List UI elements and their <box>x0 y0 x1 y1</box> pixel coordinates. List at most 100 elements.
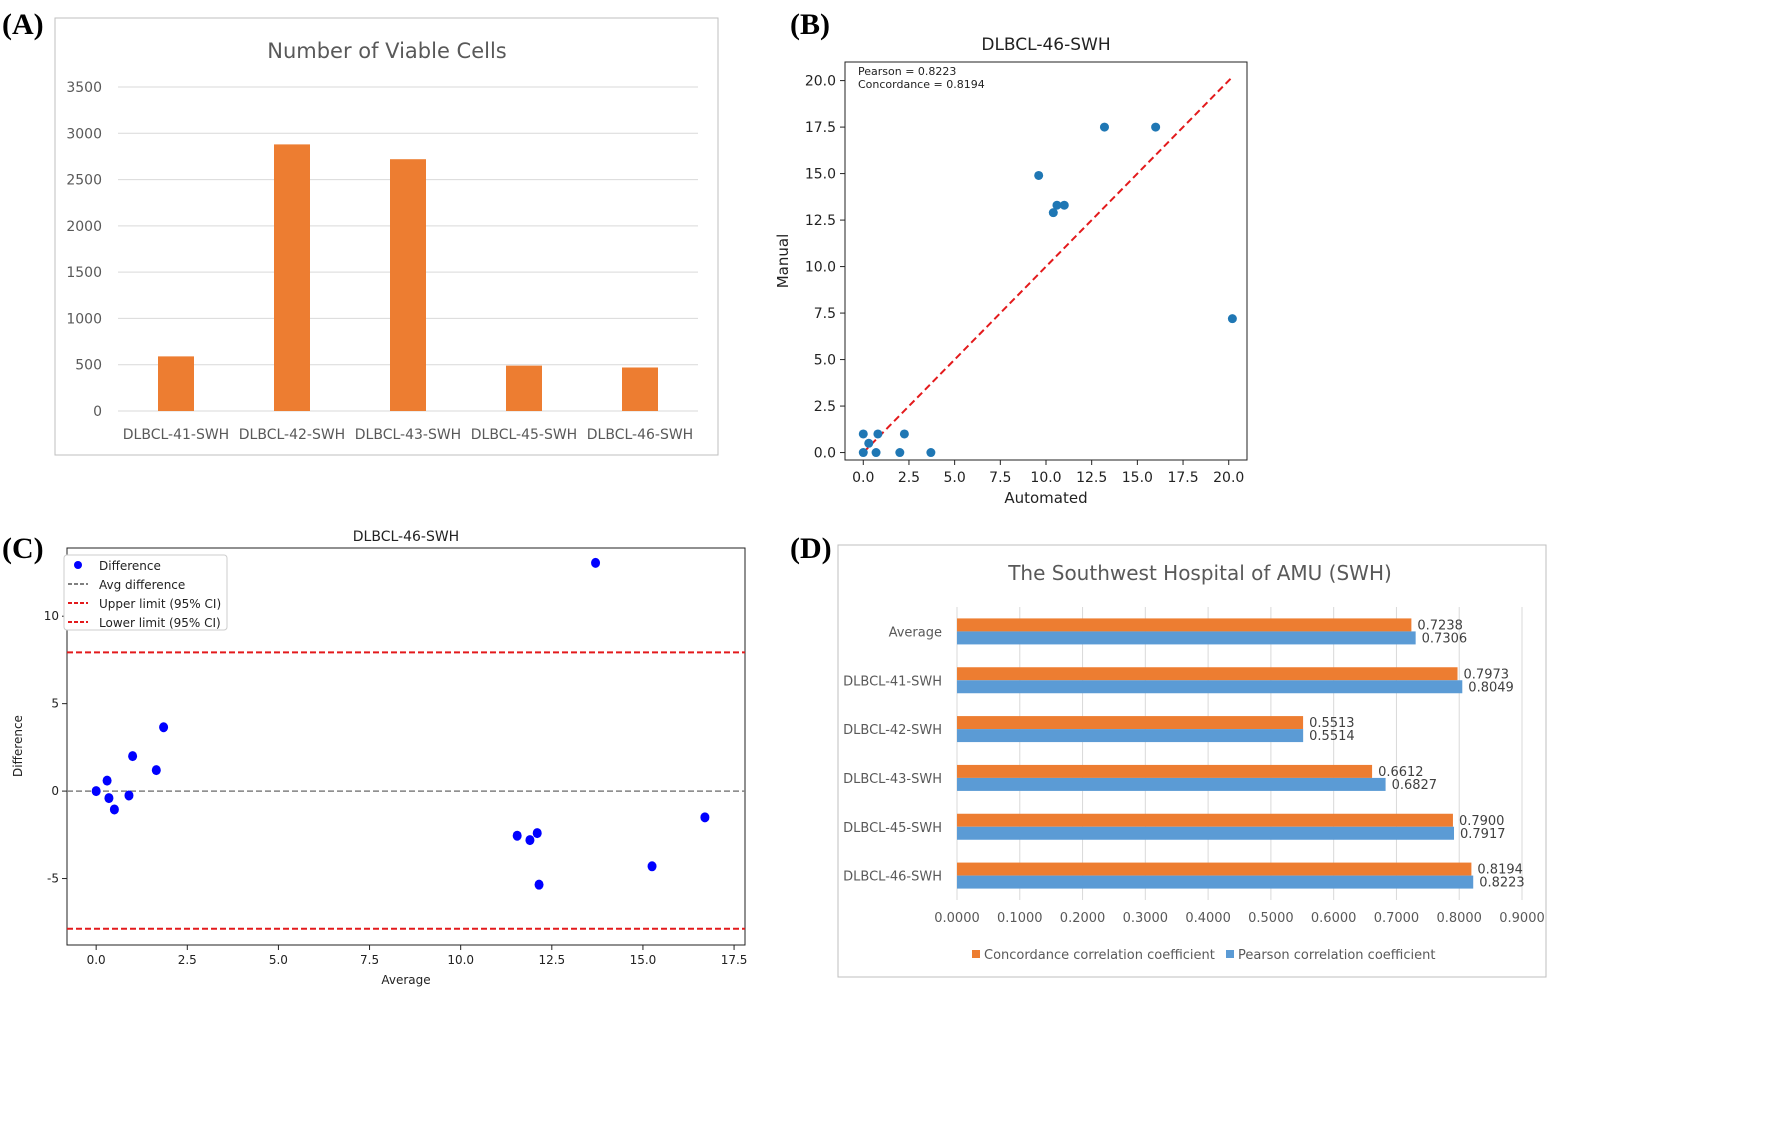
data-point <box>926 448 936 458</box>
data-label: 0.5513 <box>1309 716 1355 731</box>
data-point <box>1227 314 1237 324</box>
data-point <box>512 830 522 841</box>
x-tick-label: 12.5 <box>538 953 565 967</box>
legend: Difference Avg difference Upper limit (95%… <box>63 554 228 631</box>
bar <box>158 356 194 411</box>
y-tick-label: 20.0 <box>805 74 836 90</box>
y-tick-label: 10.0 <box>805 260 836 276</box>
x-tick-label: 12.5 <box>1076 470 1107 486</box>
data-label: 0.7900 <box>1459 814 1505 829</box>
panel-label-b: (B) <box>790 8 830 41</box>
stat-annotation: Pearson = 0.8223 <box>858 65 956 78</box>
bar <box>957 875 1474 889</box>
y-tick-label: 3000 <box>66 126 102 142</box>
y-tick-label: 15.0 <box>805 167 836 183</box>
data-label: 0.7238 <box>1417 618 1463 633</box>
data-point <box>1059 200 1069 210</box>
legend-marker <box>74 561 82 569</box>
chart-title: Number of Viable Cells <box>267 39 507 63</box>
bar <box>957 862 1472 876</box>
data-point <box>534 879 544 890</box>
x-tick-label: 0.1000 <box>997 911 1043 926</box>
chart-frame <box>54 17 719 456</box>
bar <box>957 729 1304 743</box>
data-point <box>1034 170 1044 180</box>
legend-label: Upper limit (95% CI) <box>99 597 221 611</box>
y-tick-label: 5 <box>51 697 59 711</box>
data-point <box>591 557 601 568</box>
bar <box>957 813 1453 827</box>
legend-label: Difference <box>99 559 161 573</box>
data-label: 0.7973 <box>1464 667 1510 682</box>
y-tick-label: DLBCL-42-SWH <box>843 723 942 738</box>
data-point <box>1151 122 1161 132</box>
data-point <box>873 429 883 439</box>
plot-area <box>844 61 1248 461</box>
bar <box>957 618 1412 632</box>
data-label: 0.8049 <box>1468 680 1514 695</box>
x-tick-label: 0.6000 <box>1311 911 1357 926</box>
data-label: 0.8194 <box>1477 863 1523 878</box>
legend-label: Pearson correlation coefficient <box>1238 948 1435 963</box>
data-label: 0.5514 <box>1309 729 1355 744</box>
panel-a: Number of Viable Cells 0 500 1000 1500 2000 25… <box>54 17 719 456</box>
x-tick-label: 15.0 <box>630 953 657 967</box>
y-tick-label: 500 <box>75 358 102 374</box>
data-label: 0.7917 <box>1460 827 1506 842</box>
x-tick-label: 2.5 <box>898 470 920 486</box>
data-point <box>91 786 101 797</box>
x-tick-label: DLBCL-43-SWH <box>355 427 461 443</box>
panel-label-a: (A) <box>2 8 44 41</box>
legend-label: Avg difference <box>99 578 185 592</box>
y-tick-label: 2500 <box>66 173 102 189</box>
data-point <box>525 835 535 846</box>
x-tick-label: 5.0 <box>944 470 966 486</box>
data-point <box>647 861 657 872</box>
data-point <box>124 790 134 801</box>
x-tick-label: 2.5 <box>178 953 197 967</box>
data-point <box>895 448 905 458</box>
bar <box>622 367 658 411</box>
x-tick-label: 0.5000 <box>1248 911 1294 926</box>
x-axis-label: Automated <box>1004 489 1087 507</box>
bar <box>957 764 1373 778</box>
x-tick-label: 0.0 <box>852 470 874 486</box>
x-tick-label: 17.5 <box>1167 470 1198 486</box>
data-point <box>1099 122 1109 132</box>
bar <box>957 631 1416 645</box>
data-point <box>532 828 542 839</box>
panel-label-c: (C) <box>2 532 44 565</box>
y-tick-label: Average <box>889 625 942 640</box>
data-point <box>700 812 710 823</box>
y-tick-label: DLBCL-43-SWH <box>843 772 942 787</box>
y-tick-label: 0 <box>93 404 102 420</box>
bar <box>957 826 1455 840</box>
x-tick-label: 10.0 <box>447 953 474 967</box>
chart-title: DLBCL-46-SWH <box>353 529 459 545</box>
data-point <box>871 448 881 458</box>
x-tick-label: 0.4000 <box>1185 911 1231 926</box>
x-tick-label: 0.2000 <box>1060 911 1106 926</box>
legend-box <box>63 554 228 631</box>
data-point <box>858 429 868 439</box>
x-tick-label: DLBCL-41-SWH <box>123 427 229 443</box>
legend-marker <box>1226 950 1234 958</box>
legend-label: Lower limit (95% CI) <box>99 616 221 630</box>
y-tick-label: 0 <box>51 784 59 798</box>
bar <box>390 159 426 411</box>
x-tick-label: 7.5 <box>360 953 379 967</box>
y-tick-label: 5.0 <box>814 353 836 369</box>
data-point <box>104 793 114 804</box>
legend-label: Concordance correlation coefficient <box>984 948 1215 963</box>
x-tick-label: 0.0000 <box>934 911 980 926</box>
x-tick-label: 17.5 <box>721 953 748 967</box>
chart-title: DLBCL-46-SWH <box>981 35 1110 55</box>
data-point <box>159 722 169 733</box>
data-point <box>128 751 138 762</box>
data-point <box>109 804 119 815</box>
y-tick-label: 12.5 <box>805 213 836 229</box>
x-tick-label: 20.0 <box>1213 470 1244 486</box>
y-tick-label: -5 <box>47 872 59 886</box>
